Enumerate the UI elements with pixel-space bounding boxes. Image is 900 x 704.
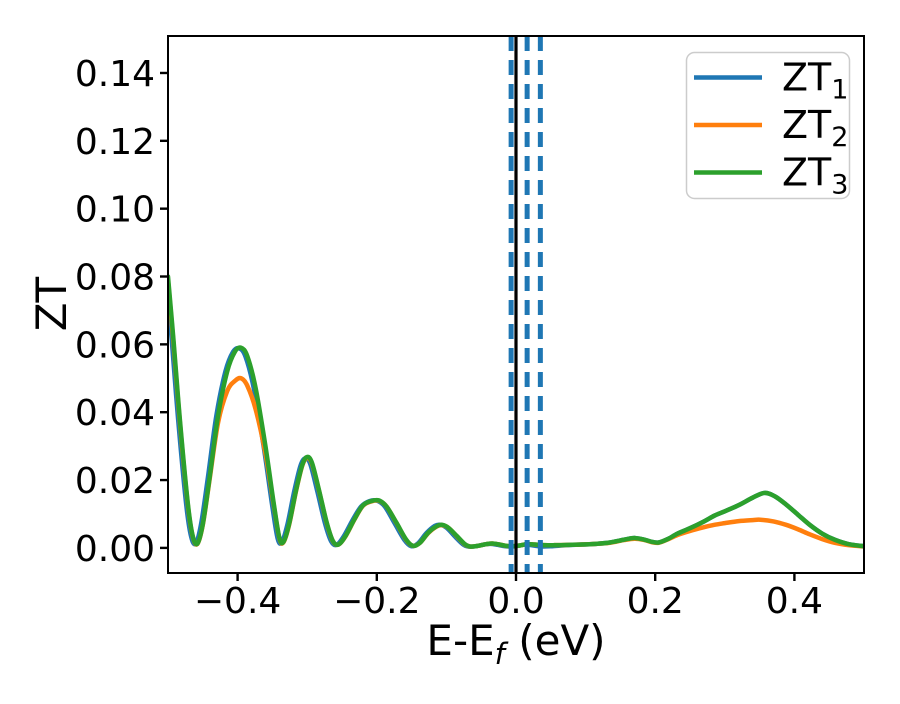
x-tick-label: 0.4 [766, 581, 823, 622]
y-tick-label: 0.12 [75, 122, 155, 163]
y-tick-label: 0.04 [75, 393, 155, 434]
y-tick-label: 0.10 [75, 190, 155, 231]
legend-label: ZT3 [782, 151, 848, 201]
x-tick-label: −0.4 [194, 581, 281, 622]
x-tick-label: 0.2 [627, 581, 684, 622]
x-tick-label: −0.2 [333, 581, 420, 622]
y-tick-label: 0.06 [75, 325, 155, 366]
y-tick-label: 0.02 [75, 461, 155, 502]
legend-label: ZT1 [782, 56, 848, 106]
curves-layer [168, 274, 864, 549]
y-axis: 0.00 0.02 0.04 0.06 0.08 0.10 0.12 0.14 [75, 54, 168, 570]
y-tick-label: 0.00 [75, 529, 155, 570]
vlines-layer [508, 36, 543, 573]
y-axis-label: ZT [27, 276, 76, 331]
x-axis-label: E-Ef (eV) [426, 616, 605, 671]
legend-box [685, 51, 851, 200]
y-tick-label: 0.08 [75, 258, 155, 299]
y-tick-label: 0.14 [75, 54, 155, 95]
legend-label: ZT2 [782, 103, 848, 153]
curve-ZT3 [168, 274, 864, 549]
x-tick-label: 0.0 [487, 581, 544, 622]
x-axis: −0.4 −0.2 0.0 0.2 0.4 [194, 573, 823, 622]
